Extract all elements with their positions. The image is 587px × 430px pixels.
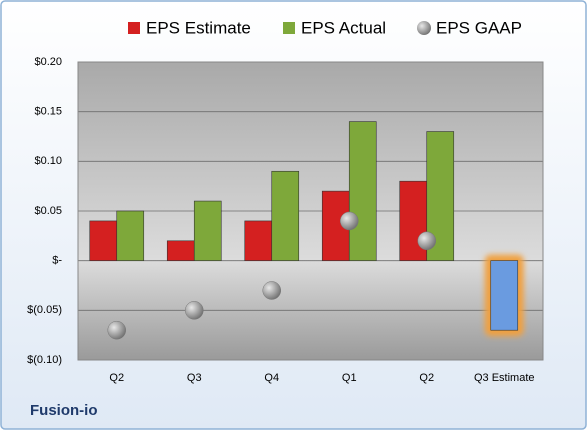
x-tick-label: Q2 <box>109 372 124 384</box>
x-tick-label: Q2 <box>419 372 434 384</box>
legend-marker <box>417 21 431 35</box>
y-tick-label: $(0.10) <box>27 354 62 366</box>
x-tick-label: Q1 <box>342 372 357 384</box>
gaap-marker <box>262 281 281 300</box>
bar <box>244 220 273 261</box>
bar <box>116 210 145 261</box>
y-tick-label: $0.15 <box>34 106 62 118</box>
legend-marker <box>128 22 140 34</box>
y-tick-label: $(0.05) <box>27 304 62 316</box>
y-tick-label: $- <box>52 255 62 267</box>
legend-label: EPS Estimate <box>146 18 251 37</box>
bar <box>490 260 519 331</box>
gaap-marker <box>340 211 359 231</box>
bar <box>166 240 195 261</box>
gaap-marker <box>417 231 436 251</box>
x-tick-label: Q3 <box>187 372 202 384</box>
y-tick-label: $0.20 <box>34 56 62 68</box>
chart-title: Fusion-io <box>30 402 98 419</box>
bar <box>89 220 118 261</box>
x-tick-label: Q3 Estimate <box>474 372 535 384</box>
gaap-marker <box>185 301 204 320</box>
gaap-marker <box>107 320 126 340</box>
bar <box>271 170 300 261</box>
legend-label: EPS GAAP <box>436 18 522 37</box>
bar <box>193 200 222 261</box>
bar <box>348 121 377 261</box>
y-tick-label: $0.05 <box>34 205 62 217</box>
plot-border <box>77 61 544 361</box>
legend-label: EPS Actual <box>301 18 386 37</box>
legend-marker <box>283 22 295 34</box>
x-tick-label: Q4 <box>264 372 279 384</box>
y-tick-label: $0.10 <box>34 155 62 167</box>
